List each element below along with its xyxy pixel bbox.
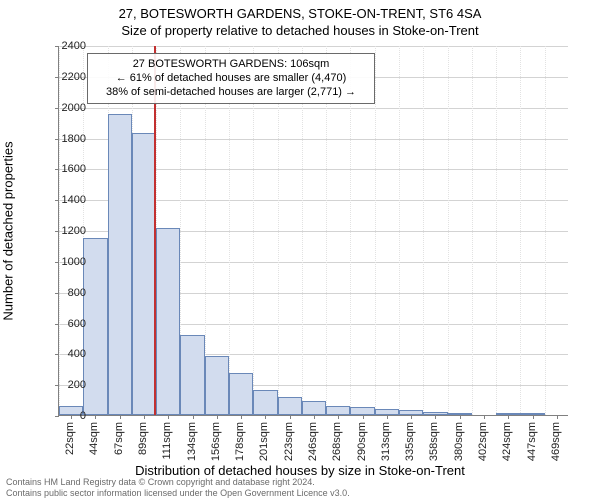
- x-tick-mark: [168, 415, 169, 419]
- x-tick-label: 178sqm: [234, 422, 246, 461]
- chart-title-block: 27, BOTESWORTH GARDENS, STOKE-ON-TRENT, …: [0, 0, 600, 38]
- y-tick-label: 1200: [46, 225, 86, 237]
- x-tick-label: 469sqm: [550, 422, 562, 461]
- x-tick-mark: [314, 415, 315, 419]
- y-tick-label: 200: [46, 379, 86, 391]
- footer-line1: Contains HM Land Registry data © Crown c…: [6, 477, 350, 487]
- footer-line2: Contains public sector information licen…: [6, 488, 350, 498]
- x-tick-mark: [95, 415, 96, 419]
- gridline-v: [423, 46, 424, 415]
- histogram-bar: [132, 133, 156, 415]
- x-tick-mark: [435, 415, 436, 419]
- gridline-v: [520, 46, 521, 415]
- histogram-bar: [253, 390, 277, 415]
- x-tick-mark: [484, 415, 485, 419]
- histogram-bar: [83, 238, 107, 415]
- x-tick-label: 335sqm: [404, 422, 416, 461]
- x-tick-label: 156sqm: [210, 422, 222, 461]
- x-tick-label: 380sqm: [453, 422, 465, 461]
- x-tick-label: 424sqm: [501, 422, 513, 461]
- gridline-v: [448, 46, 449, 415]
- annotation-box: 27 BOTESWORTH GARDENS: 106sqm ← 61% of d…: [87, 53, 375, 104]
- histogram-bar: [108, 114, 132, 415]
- x-tick-label: 44sqm: [88, 422, 100, 455]
- x-tick-label: 246sqm: [307, 422, 319, 461]
- x-tick-mark: [338, 415, 339, 419]
- x-tick-mark: [265, 415, 266, 419]
- y-tick-label: 2000: [46, 102, 86, 114]
- y-tick-label: 1000: [46, 256, 86, 268]
- x-tick-label: 201sqm: [258, 422, 270, 461]
- gridline-v: [472, 46, 473, 415]
- annot-line3: 38% of semi-detached houses are larger (…: [98, 86, 364, 100]
- x-tick-mark: [363, 415, 364, 419]
- y-tick-label: 600: [46, 318, 86, 330]
- x-tick-mark: [533, 415, 534, 419]
- x-tick-label: 290sqm: [356, 422, 368, 461]
- x-tick-mark: [193, 415, 194, 419]
- y-tick-label: 1400: [46, 194, 86, 206]
- histogram-bar: [326, 406, 350, 415]
- x-tick-mark: [387, 415, 388, 419]
- annot-line2: ← 61% of detached houses are smaller (4,…: [98, 72, 364, 86]
- title-line2: Size of property relative to detached ho…: [0, 23, 600, 38]
- x-tick-mark: [460, 415, 461, 419]
- x-tick-label: 22sqm: [64, 422, 76, 455]
- y-tick-label: 1600: [46, 163, 86, 175]
- histogram-bar: [302, 401, 326, 415]
- y-tick-label: 1800: [46, 133, 86, 145]
- gridline-v: [399, 46, 400, 415]
- x-tick-mark: [411, 415, 412, 419]
- y-tick-label: 2200: [46, 71, 86, 83]
- x-tick-label: 89sqm: [137, 422, 149, 455]
- x-tick-label: 268sqm: [331, 422, 343, 461]
- histogram-bar: [205, 356, 229, 415]
- x-tick-mark: [144, 415, 145, 419]
- y-tick-label: 2400: [46, 40, 86, 52]
- histogram-plot: 27 BOTESWORTH GARDENS: 106sqm ← 61% of d…: [58, 46, 568, 416]
- x-tick-label: 67sqm: [113, 422, 125, 455]
- gridline-h: [59, 108, 568, 109]
- annot-line1: 27 BOTESWORTH GARDENS: 106sqm: [98, 58, 364, 72]
- x-axis-label: Distribution of detached houses by size …: [0, 463, 600, 478]
- histogram-bar: [350, 407, 374, 415]
- x-tick-mark: [290, 415, 291, 419]
- title-line1: 27, BOTESWORTH GARDENS, STOKE-ON-TRENT, …: [0, 6, 600, 21]
- y-tick-label: 800: [46, 287, 86, 299]
- y-tick-label: 400: [46, 348, 86, 360]
- y-axis-label: Number of detached properties: [1, 141, 16, 320]
- x-tick-label: 223sqm: [283, 422, 295, 461]
- histogram-bar: [156, 228, 180, 415]
- x-tick-label: 134sqm: [186, 422, 198, 461]
- gridline-h: [59, 46, 568, 47]
- x-tick-label: 447sqm: [526, 422, 538, 461]
- histogram-bar: [180, 335, 204, 415]
- x-tick-label: 313sqm: [380, 422, 392, 461]
- histogram-bar: [278, 397, 302, 415]
- histogram-bar: [229, 373, 253, 415]
- gridline-v: [545, 46, 546, 415]
- x-tick-mark: [508, 415, 509, 419]
- x-tick-label: 111sqm: [161, 422, 173, 460]
- x-tick-label: 402sqm: [477, 422, 489, 461]
- y-tick-label: 0: [46, 410, 86, 422]
- x-tick-mark: [241, 415, 242, 419]
- x-tick-mark: [120, 415, 121, 419]
- footer-attribution: Contains HM Land Registry data © Crown c…: [6, 477, 350, 498]
- gridline-v: [496, 46, 497, 415]
- x-tick-label: 358sqm: [428, 422, 440, 461]
- x-tick-mark: [557, 415, 558, 419]
- x-tick-mark: [217, 415, 218, 419]
